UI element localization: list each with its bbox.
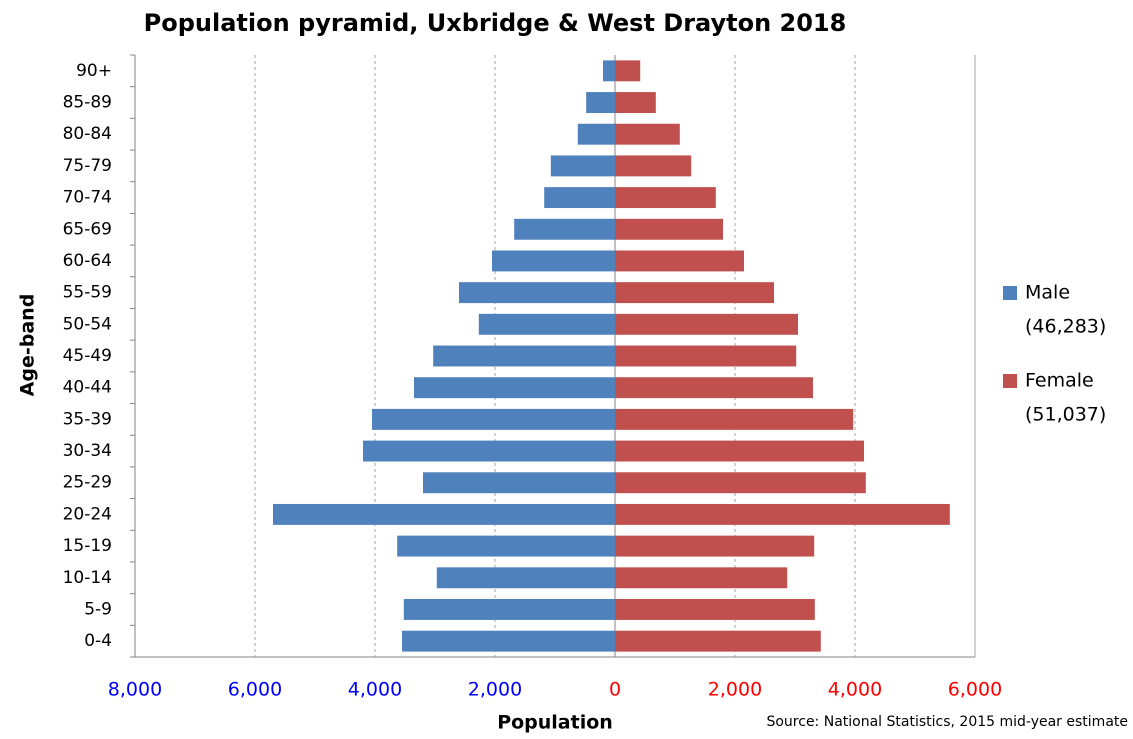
bar <box>372 408 615 430</box>
bar <box>402 630 615 652</box>
bar <box>414 377 615 399</box>
y-tick-label: 30-34 <box>63 441 112 461</box>
legend-label: Male <box>1025 282 1070 304</box>
bar <box>615 187 716 209</box>
bar <box>615 250 744 272</box>
bar <box>514 218 615 240</box>
y-tick-label: 70-74 <box>63 188 112 208</box>
y-tick-label: 80-84 <box>63 124 112 144</box>
bar <box>615 92 656 113</box>
y-tick-label: 45-49 <box>63 346 112 366</box>
bar <box>615 503 950 525</box>
y-tick-label: 90+ <box>76 61 112 81</box>
x-tick-label: 6,000 <box>228 679 282 701</box>
x-tick-label: 2,000 <box>708 679 762 701</box>
bar <box>615 408 854 430</box>
bar <box>615 567 788 589</box>
bar <box>615 218 723 240</box>
y-tick-label: 15-19 <box>63 536 112 556</box>
legend-swatch <box>1003 374 1017 388</box>
bar <box>397 535 615 557</box>
bar <box>615 440 864 462</box>
bar <box>615 472 866 494</box>
legend-total: (46,283) <box>1025 316 1106 338</box>
x-tick-label: 4,000 <box>828 679 882 701</box>
x-tick-label: 4,000 <box>348 679 402 701</box>
bar <box>586 92 615 113</box>
x-axis-label: Population <box>497 712 613 734</box>
legend-label: Female <box>1025 370 1094 392</box>
legend-total: (51,037) <box>1025 404 1106 426</box>
legend-swatch <box>1003 286 1017 300</box>
y-tick-label: 20-24 <box>63 504 112 524</box>
x-tick-label: 2,000 <box>468 679 522 701</box>
bar <box>544 187 615 209</box>
bar <box>615 535 815 557</box>
y-tick-label: 25-29 <box>63 473 112 493</box>
x-tick-label: 0 <box>609 679 621 701</box>
bar <box>403 599 615 620</box>
chart-title: Population pyramid, Uxbridge & West Dray… <box>144 9 847 37</box>
bar <box>615 60 641 82</box>
y-tick-label: 85-89 <box>63 93 112 113</box>
y-tick-label: 5-9 <box>84 599 112 619</box>
y-tick-label: 40-44 <box>63 378 112 398</box>
y-tick-label: 50-54 <box>63 314 112 334</box>
x-tick-label: 8,000 <box>108 679 162 701</box>
y-tick-label: 65-69 <box>63 219 112 239</box>
bar <box>615 123 680 145</box>
bar <box>577 123 615 145</box>
y-tick-label: 60-64 <box>63 251 112 271</box>
y-tick-label: 10-14 <box>63 568 112 588</box>
bar <box>615 599 815 620</box>
bar <box>615 377 813 399</box>
y-tick-label: 0-4 <box>84 631 112 651</box>
bar <box>273 503 615 525</box>
bar <box>436 567 615 589</box>
bar <box>615 282 774 304</box>
y-axis-label: Age-band <box>17 294 39 397</box>
source-note: Source: National Statistics, 2015 mid-ye… <box>766 714 1128 730</box>
bar <box>423 472 615 494</box>
bar <box>615 630 821 652</box>
bar <box>550 155 615 177</box>
y-tick-label: 55-59 <box>63 283 112 303</box>
x-tick-label: 6,000 <box>948 679 1002 701</box>
bar <box>603 60 615 82</box>
bar <box>615 313 798 335</box>
bar <box>459 282 615 304</box>
y-tick-label: 35-39 <box>63 409 112 429</box>
bar <box>615 345 797 367</box>
bar <box>492 250 615 272</box>
y-tick-label: 75-79 <box>63 156 112 176</box>
bar <box>615 155 692 177</box>
bar <box>478 313 615 335</box>
bar <box>363 440 615 462</box>
bar <box>433 345 615 367</box>
